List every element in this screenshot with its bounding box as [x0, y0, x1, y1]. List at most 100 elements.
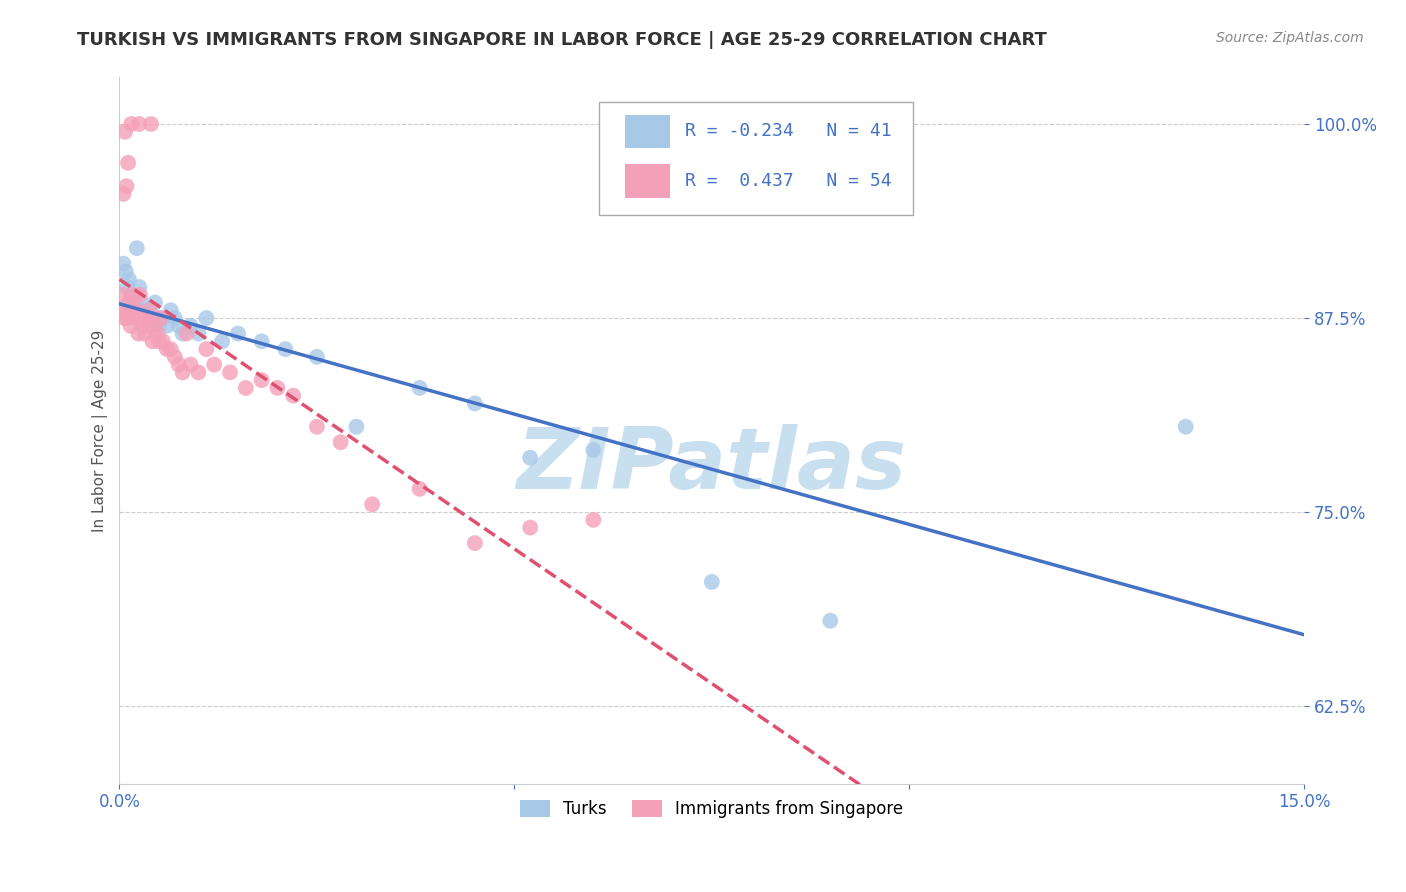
Point	[117, 311, 139, 326]
Point	[120, 117, 142, 131]
Point	[127, 326, 149, 341]
Point	[274, 342, 297, 356]
Point	[148, 334, 170, 349]
Point	[120, 287, 142, 301]
Point	[235, 381, 257, 395]
Point	[122, 303, 145, 318]
FancyBboxPatch shape	[599, 103, 914, 215]
Point	[114, 264, 136, 278]
Point	[329, 435, 352, 450]
Point	[211, 334, 233, 349]
Point	[149, 311, 172, 326]
Point	[142, 334, 165, 349]
FancyBboxPatch shape	[626, 114, 671, 148]
Point	[187, 326, 209, 341]
Point	[159, 303, 181, 318]
Point	[117, 280, 139, 294]
Point	[464, 536, 486, 550]
Point	[112, 257, 135, 271]
Point	[114, 125, 136, 139]
Point	[250, 373, 273, 387]
Point	[582, 513, 605, 527]
Point	[195, 342, 218, 356]
Point	[132, 318, 155, 333]
Point	[176, 326, 198, 341]
Point	[122, 295, 145, 310]
Point	[128, 280, 150, 294]
Point	[142, 318, 165, 333]
Point	[115, 179, 138, 194]
Point	[110, 303, 132, 318]
Point	[283, 389, 305, 403]
Point	[152, 334, 174, 349]
Point	[139, 311, 162, 326]
Point	[519, 520, 541, 534]
Text: R = -0.234   N = 41: R = -0.234 N = 41	[685, 122, 891, 140]
Point	[163, 311, 186, 326]
Text: R =  0.437   N = 54: R = 0.437 N = 54	[685, 172, 891, 190]
Point	[124, 303, 146, 318]
Point	[143, 318, 166, 333]
Point	[305, 350, 328, 364]
Point	[163, 350, 186, 364]
Point	[134, 326, 156, 341]
Point	[118, 295, 141, 310]
Point	[131, 311, 153, 326]
Point	[138, 318, 160, 333]
Point	[266, 381, 288, 395]
Point	[125, 303, 148, 318]
Point	[226, 326, 249, 341]
Point	[112, 311, 135, 326]
Point	[167, 358, 190, 372]
Point	[143, 295, 166, 310]
Point	[187, 365, 209, 379]
Point	[131, 295, 153, 310]
FancyBboxPatch shape	[626, 164, 671, 198]
Text: TURKISH VS IMMIGRANTS FROM SINGAPORE IN LABOR FORCE | AGE 25-29 CORRELATION CHAR: TURKISH VS IMMIGRANTS FROM SINGAPORE IN …	[77, 31, 1047, 49]
Point	[139, 311, 162, 326]
Point	[117, 156, 139, 170]
Y-axis label: In Labor Force | Age 25-29: In Labor Force | Age 25-29	[93, 329, 108, 532]
Point	[132, 303, 155, 318]
Point	[464, 396, 486, 410]
Point	[820, 614, 842, 628]
Point	[250, 334, 273, 349]
Point	[152, 311, 174, 326]
Point	[361, 497, 384, 511]
Point	[118, 272, 141, 286]
Point	[125, 241, 148, 255]
Point	[344, 419, 367, 434]
Point	[124, 311, 146, 326]
Point	[180, 318, 202, 333]
Point	[156, 342, 179, 356]
Point	[138, 303, 160, 318]
Point	[172, 326, 194, 341]
Legend: Turks, Immigrants from Singapore: Turks, Immigrants from Singapore	[513, 793, 910, 825]
Point	[172, 365, 194, 379]
Point	[134, 311, 156, 326]
Point	[700, 574, 723, 589]
Point	[128, 117, 150, 131]
Point	[146, 311, 169, 326]
Point	[146, 326, 169, 341]
Point	[167, 318, 190, 333]
Point	[120, 318, 142, 333]
Point	[156, 318, 179, 333]
Point	[129, 287, 152, 301]
Point	[114, 303, 136, 318]
Point	[305, 419, 328, 434]
Text: ZIPatlas: ZIPatlas	[516, 425, 907, 508]
Point	[159, 342, 181, 356]
Point	[202, 358, 225, 372]
Point	[139, 117, 162, 131]
Point	[519, 450, 541, 465]
Point	[136, 311, 159, 326]
Point	[1174, 419, 1197, 434]
Point	[582, 442, 605, 457]
Point	[148, 318, 170, 333]
Point	[111, 287, 134, 301]
Point	[195, 311, 218, 326]
Point	[408, 482, 430, 496]
Point	[219, 365, 242, 379]
Point	[112, 186, 135, 201]
